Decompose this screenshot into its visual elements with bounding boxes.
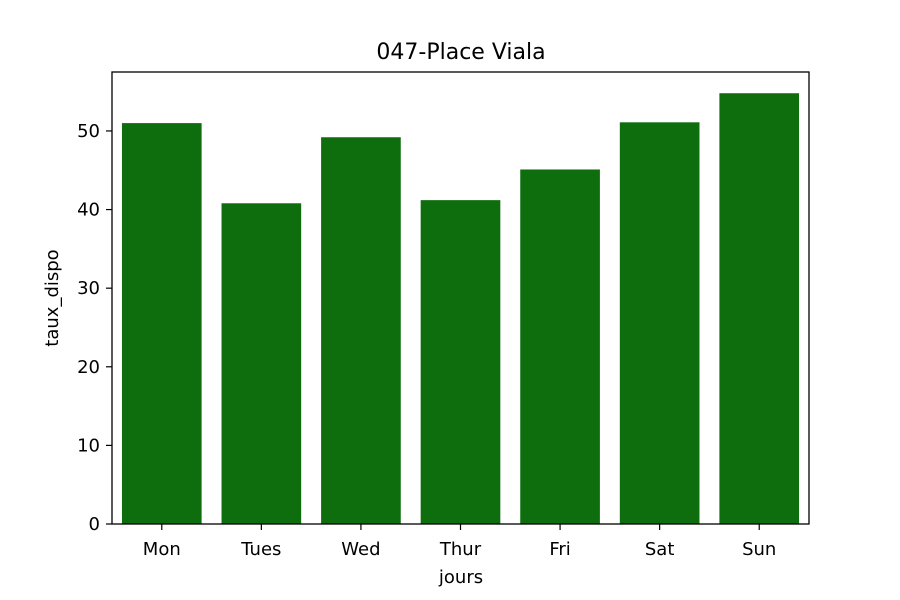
bar-mon xyxy=(121,123,202,525)
y-tick-label: 50 xyxy=(77,121,100,142)
x-tick-label: Thur xyxy=(439,539,482,560)
y-tick-label: 40 xyxy=(77,200,100,221)
chart-title: 047-Place Viala xyxy=(376,40,545,65)
plot-area-frame xyxy=(111,71,810,525)
bar-sun xyxy=(719,93,800,524)
bar-fri xyxy=(520,169,600,524)
x-tick-label: Sun xyxy=(742,539,776,560)
x-axis-ticks: Mon Tues Wed Thur Fri Sat Sun xyxy=(143,524,776,560)
x-tick-label: Fri xyxy=(549,539,570,560)
y-tick-label: 0 xyxy=(89,514,100,535)
x-tick-label: Mon xyxy=(143,539,181,560)
bars-group xyxy=(121,93,800,525)
bar-tues xyxy=(221,203,302,524)
y-axis-ticks: 0 10 20 30 40 50 xyxy=(77,121,112,535)
x-axis-label: jours xyxy=(438,567,483,588)
y-tick-label: 10 xyxy=(77,435,100,456)
x-tick-label: Tues xyxy=(240,539,281,560)
x-tick-label: Sat xyxy=(645,539,675,560)
x-tick-label: Wed xyxy=(341,539,380,560)
bar-thur xyxy=(420,200,501,524)
bar-sat xyxy=(619,122,700,524)
bar-wed xyxy=(321,137,401,524)
y-tick-label: 20 xyxy=(77,357,100,378)
y-tick-label: 30 xyxy=(77,278,100,299)
y-axis-label: taux_dispo xyxy=(42,249,63,346)
